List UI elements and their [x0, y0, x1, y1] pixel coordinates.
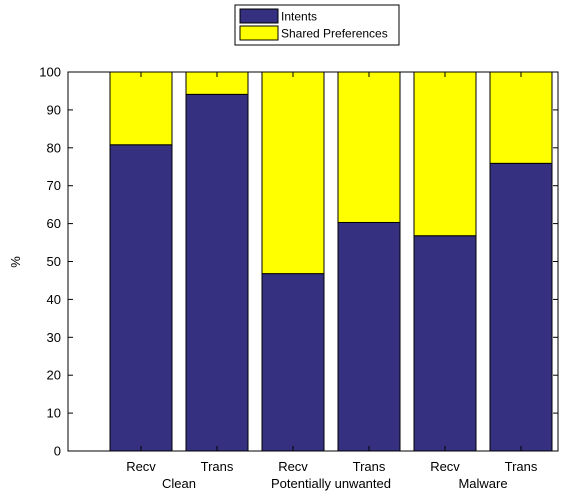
y-tick-label: 90 [47, 102, 61, 117]
legend-entry: Intents [281, 10, 317, 24]
bar-shared-preferences [261, 71, 325, 275]
legend-swatch [239, 8, 279, 24]
bar-intents [261, 273, 325, 452]
legend-swatch [239, 25, 279, 41]
y-tick-label: 80 [47, 140, 61, 155]
bar-intents [185, 93, 249, 452]
y-tick-label: 40 [47, 292, 61, 307]
y-tick-label: 70 [47, 178, 61, 193]
x-tick-label: Trans [201, 459, 234, 474]
x-tick-label: Trans [353, 459, 386, 474]
bar-shared-preferences [413, 71, 477, 237]
y-tick-label: 10 [47, 406, 61, 421]
bar-shared-preferences [337, 71, 401, 223]
legend-entry: Shared Preferences [281, 27, 388, 41]
y-tick-label: 30 [47, 330, 61, 345]
group-label: Potentially unwanted [271, 476, 391, 491]
group-label: Malware [458, 476, 507, 491]
x-tick-label: Recv [430, 459, 460, 474]
plot-area: 0 10 20 30 40 50 60 70 80 90 100 Recv Trans Recv Trans… [39, 65, 559, 491]
y-axis-label: % [8, 256, 23, 268]
x-tick-label: Recv [126, 459, 156, 474]
bar-shared-preferences [489, 71, 553, 164]
y-tick-label: 100 [39, 65, 61, 80]
y-tick-label: 0 [54, 444, 61, 459]
x-tick-label: Recv [278, 459, 308, 474]
bar-shared-preferences [109, 71, 173, 146]
bar-intents [109, 144, 173, 452]
y-tick-label: 60 [47, 216, 61, 231]
bar-intents [413, 235, 477, 452]
bar-intents [489, 162, 553, 452]
y-tick-label: 20 [47, 368, 61, 383]
x-tick-label: Trans [505, 459, 538, 474]
legend: Intents Shared Preferences [234, 4, 400, 46]
bar-intents [337, 221, 401, 452]
group-label: Clean [162, 476, 196, 491]
y-tick-label: 50 [47, 254, 61, 269]
